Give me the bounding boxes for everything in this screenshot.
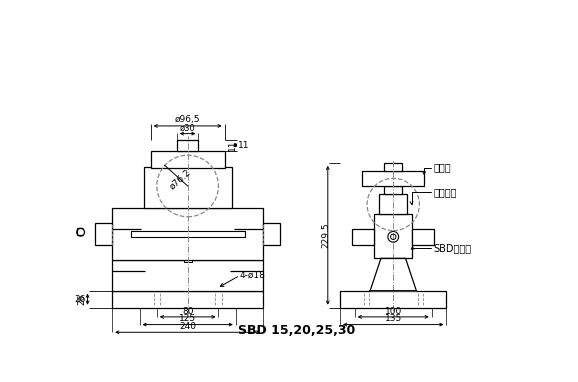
Text: 125: 125 bbox=[179, 314, 196, 324]
Bar bbox=[177, 140, 198, 151]
Text: 11: 11 bbox=[238, 141, 249, 150]
Text: ø30: ø30 bbox=[180, 123, 195, 133]
Bar bbox=[384, 186, 402, 194]
Text: SBD传感器: SBD传感器 bbox=[434, 243, 472, 253]
Bar bbox=[374, 214, 413, 258]
Text: 26: 26 bbox=[74, 295, 85, 304]
Bar bbox=[95, 223, 112, 244]
Polygon shape bbox=[370, 258, 416, 291]
Bar bbox=[384, 163, 402, 171]
Bar bbox=[184, 248, 191, 262]
Bar bbox=[151, 151, 225, 167]
Bar bbox=[112, 291, 263, 308]
Bar bbox=[353, 229, 374, 244]
Bar bbox=[112, 260, 263, 291]
Text: 加载锂球: 加载锂球 bbox=[434, 187, 457, 197]
Bar bbox=[263, 223, 280, 244]
Text: ø96,5: ø96,5 bbox=[175, 115, 201, 125]
Bar bbox=[413, 229, 434, 244]
Text: SBD 15,20,25,30: SBD 15,20,25,30 bbox=[238, 324, 355, 337]
Text: 80: 80 bbox=[182, 307, 194, 316]
Bar bbox=[379, 194, 407, 214]
Text: 4-ø18: 4-ø18 bbox=[240, 271, 266, 280]
Bar bbox=[144, 167, 232, 207]
Bar bbox=[340, 291, 446, 308]
Bar bbox=[131, 231, 244, 237]
Text: 26: 26 bbox=[77, 293, 86, 305]
Bar bbox=[362, 171, 424, 186]
Text: 240: 240 bbox=[179, 322, 196, 331]
Bar bbox=[112, 207, 263, 260]
Text: 承压头: 承压头 bbox=[434, 162, 451, 173]
Text: ø76.2: ø76.2 bbox=[168, 168, 192, 192]
Text: 229.5: 229.5 bbox=[322, 222, 331, 248]
Text: 11: 11 bbox=[228, 139, 237, 151]
Text: 100: 100 bbox=[384, 307, 402, 316]
Text: 135: 135 bbox=[384, 314, 402, 324]
